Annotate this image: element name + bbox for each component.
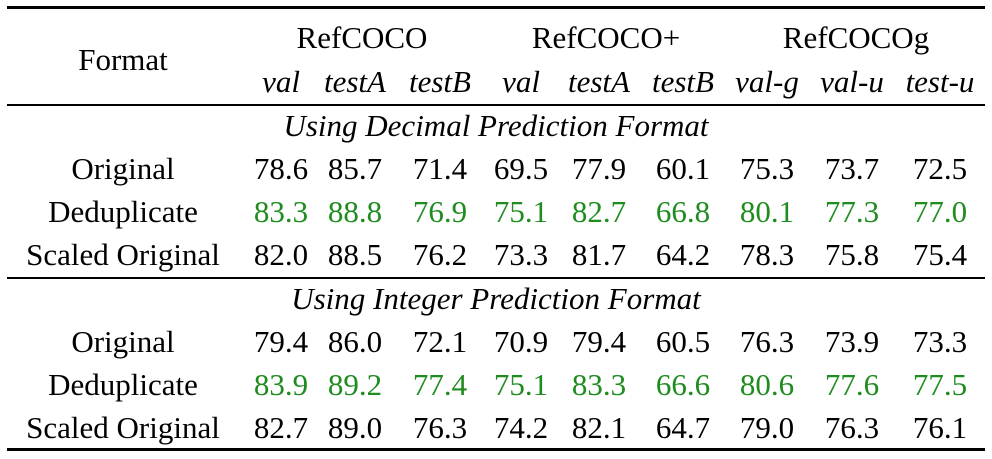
bottom-rule — [7, 448, 985, 451]
table-cell: 77.5 — [912, 367, 968, 402]
table-cell: 76.9 — [412, 194, 468, 229]
split-header: val-u — [820, 64, 884, 99]
table-cell: 76.3 — [739, 324, 795, 359]
table-cell: 75.1 — [493, 194, 549, 229]
table-cell: 82.0 — [253, 237, 309, 272]
table-cell: 74.2 — [493, 410, 549, 445]
table-cell: 73.9 — [824, 324, 880, 359]
table-cell: 76.2 — [412, 237, 468, 272]
table-cell: 82.7 — [571, 194, 627, 229]
table-cell: 69.5 — [493, 151, 549, 186]
format-header: Format — [78, 42, 168, 77]
table-cell: 77.3 — [824, 194, 880, 229]
table-cell: 73.3 — [493, 237, 549, 272]
table-cell: 73.3 — [912, 324, 968, 359]
table-cell: 75.3 — [739, 151, 795, 186]
table-cell: 71.4 — [412, 151, 468, 186]
table-cell: 77.4 — [412, 367, 468, 402]
table-cell: 80.1 — [739, 194, 795, 229]
row-label: Deduplicate — [48, 194, 198, 229]
row-label: Scaled Original — [26, 410, 220, 445]
table-cell: 89.2 — [327, 367, 383, 402]
table-cell: 77.9 — [571, 151, 627, 186]
table-cell: 60.1 — [655, 151, 711, 186]
table-cell: 82.1 — [571, 410, 627, 445]
table-cell: 76.1 — [912, 410, 968, 445]
table-cell: 81.7 — [571, 237, 627, 272]
split-header: testA — [324, 64, 386, 99]
row-label: Original — [71, 324, 175, 359]
table-cell: 75.8 — [824, 237, 880, 272]
table-cell: 83.9 — [253, 367, 309, 402]
split-header: val-g — [735, 64, 799, 99]
table-cell: 73.7 — [824, 151, 880, 186]
table-cell: 78.6 — [253, 151, 309, 186]
section-title: Using Decimal Prediction Format — [283, 108, 709, 143]
table-cell: 89.0 — [327, 410, 383, 445]
table-cell: 78.3 — [739, 237, 795, 272]
table-cell: 64.7 — [655, 410, 711, 445]
table-cell: 88.8 — [327, 194, 383, 229]
row-label: Scaled Original — [26, 237, 220, 272]
table-cell: 85.7 — [327, 151, 383, 186]
section-divider-rule — [7, 277, 985, 279]
table-cell: 64.2 — [655, 237, 711, 272]
top-rule — [7, 6, 985, 9]
table-cell: 66.6 — [655, 367, 711, 402]
table-cell: 80.6 — [739, 367, 795, 402]
table-cell: 86.0 — [327, 324, 383, 359]
split-header: val — [262, 64, 300, 99]
table-cell: 75.1 — [493, 367, 549, 402]
table-cell: 82.7 — [253, 410, 309, 445]
table-cell: 76.3 — [824, 410, 880, 445]
table-cell: 70.9 — [493, 324, 549, 359]
header-rule — [7, 104, 985, 106]
split-header: test-u — [905, 64, 975, 99]
table-cell: 77.6 — [824, 367, 880, 402]
table-cell: 72.1 — [412, 324, 468, 359]
split-header: testB — [409, 64, 471, 99]
table-cell: 60.5 — [655, 324, 711, 359]
table-cell: 75.4 — [912, 237, 968, 272]
split-header: testB — [652, 64, 714, 99]
table-cell: 66.8 — [655, 194, 711, 229]
table-cell: 83.3 — [571, 367, 627, 402]
split-header: val — [502, 64, 540, 99]
split-header: testA — [568, 64, 630, 99]
table-cell: 79.4 — [253, 324, 309, 359]
group-header-refcocog: RefCOCOg — [782, 20, 930, 55]
group-header-refcoco-plus: RefCOCO+ — [531, 20, 681, 55]
table-cell: 88.5 — [327, 237, 383, 272]
table-cell: 76.3 — [412, 410, 468, 445]
table-cell: 79.4 — [571, 324, 627, 359]
row-label: Original — [71, 151, 175, 186]
table-cell: 72.5 — [912, 151, 968, 186]
row-label: Deduplicate — [48, 367, 198, 402]
section-title: Using Integer Prediction Format — [291, 281, 701, 316]
table-cell: 83.3 — [253, 194, 309, 229]
table-cell: 79.0 — [739, 410, 795, 445]
table-cell: 77.0 — [912, 194, 968, 229]
group-header-refcoco: RefCOCO — [296, 20, 428, 55]
